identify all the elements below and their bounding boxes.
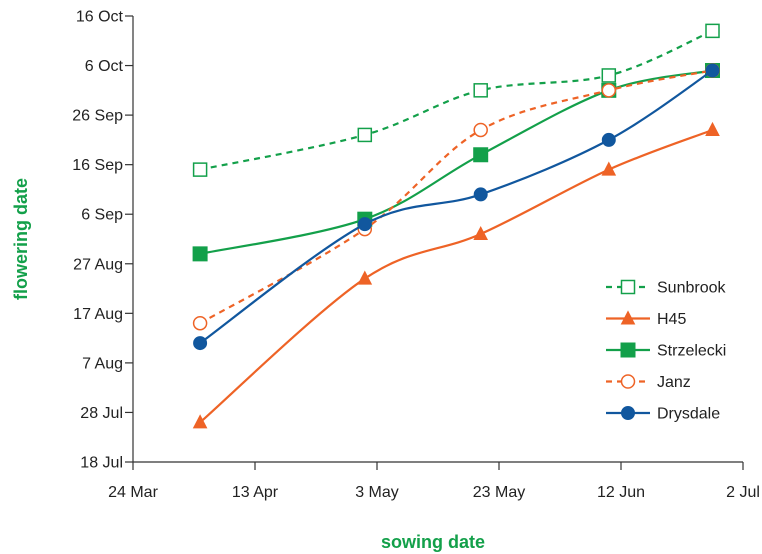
y-tick-label: 6 Sep <box>81 207 123 224</box>
data-point-sunbrook <box>357 127 373 143</box>
x-tick-label: 23 May <box>473 484 525 501</box>
y-tick-label: 27 Aug <box>73 256 123 273</box>
data-point-h45 <box>705 121 720 136</box>
y-tick-label: 7 Aug <box>82 355 123 372</box>
data-point-strzelecki <box>192 246 208 262</box>
data-point-janz <box>601 83 617 98</box>
legend-item-sunbrook: Sunbrook <box>606 280 726 297</box>
series-janz <box>192 63 720 331</box>
series-layer <box>192 23 720 429</box>
x-tick-label: 24 Mar <box>108 484 158 501</box>
data-point-drysdale <box>357 217 372 232</box>
legend-item-h45: H45 <box>606 310 686 328</box>
legend-label: Strzelecki <box>657 343 726 360</box>
data-point-janz <box>473 122 488 138</box>
x-tick-label: 13 Apr <box>232 484 279 501</box>
axes <box>132 16 743 463</box>
x-tick-label: 3 May <box>355 484 399 501</box>
legend: Sunbrook H45 Strzelecki Janz Drysdale <box>606 280 726 423</box>
legend-swatch-marker <box>620 310 636 325</box>
y-tick-label: 16 Oct <box>76 9 124 26</box>
y-axis-ticks: 18 Jul 28 Jul 7 Aug 17 Aug 27 Aug 6 Sep 16 Sep… <box>72 9 133 472</box>
legend-item-strzelecki: Strzelecki <box>606 342 726 360</box>
data-point-drysdale <box>193 336 208 351</box>
legend-label: Janz <box>657 374 691 391</box>
data-point-sunbrook <box>473 83 488 98</box>
data-point-drysdale <box>705 63 720 78</box>
legend-label: Sunbrook <box>657 280 726 297</box>
y-tick-label: 17 Aug <box>73 306 123 323</box>
legend-swatch-marker <box>621 406 635 420</box>
y-axis-title: flowering date <box>11 178 31 300</box>
x-axis-title: sowing date <box>381 532 485 552</box>
legend-swatch-marker <box>620 342 636 358</box>
data-point-sunbrook <box>705 23 720 39</box>
data-point-strzelecki <box>473 147 489 163</box>
series-line-h45 <box>199 128 713 424</box>
y-tick-label: 16 Sep <box>72 157 123 174</box>
data-point-drysdale <box>473 187 488 202</box>
series-h45 <box>192 121 720 429</box>
data-point-sunbrook <box>192 162 208 177</box>
legend-item-drysdale: Drysdale <box>606 406 720 423</box>
series-line-drysdale <box>199 69 714 344</box>
legend-label: Drysdale <box>657 406 720 423</box>
legend-item-janz: Janz <box>606 374 691 391</box>
x-axis-ticks: 24 Mar 13 Apr 3 May 23 May 12 Jun 2 Jul <box>108 462 760 501</box>
x-tick-label: 12 Jun <box>597 484 645 501</box>
series-strzelecki <box>192 63 720 262</box>
series-drysdale <box>193 63 720 351</box>
y-tick-label: 6 Oct <box>85 58 124 75</box>
legend-swatch-marker <box>620 279 636 295</box>
x-tick-label: 2 Jul <box>726 484 760 501</box>
y-tick-label: 18 Jul <box>80 455 123 472</box>
data-point-h45 <box>357 270 373 285</box>
data-point-sunbrook <box>601 68 617 83</box>
data-point-h45 <box>192 414 208 429</box>
data-point-h45 <box>473 225 489 241</box>
series-line-sunbrook <box>199 29 713 171</box>
y-tick-label: 28 Jul <box>80 405 123 422</box>
data-point-h45 <box>601 161 617 176</box>
legend-label: H45 <box>657 311 686 328</box>
y-tick-label: 26 Sep <box>72 108 123 125</box>
legend-swatch-marker <box>620 374 636 389</box>
series-sunbrook <box>192 23 720 177</box>
data-point-janz <box>192 315 208 331</box>
data-point-drysdale <box>601 132 616 147</box>
